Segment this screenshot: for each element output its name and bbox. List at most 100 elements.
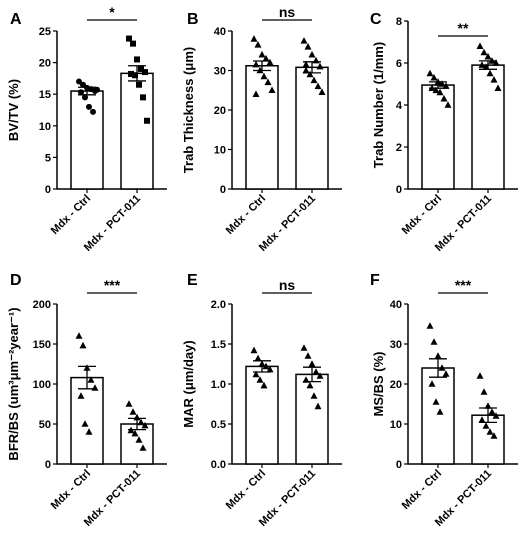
data-point [128,70,134,77]
y-tick-label: 100 [33,379,51,391]
data-point [310,392,318,399]
y-tick-label: 10 [214,145,226,157]
data-point [300,344,308,351]
data-point [138,65,144,72]
y-axis-title: BFR/BS (um³μm⁻²year⁻¹) [6,307,21,460]
y-tick-label: 50 [39,419,51,431]
y-tick-label: 2.0 [211,299,226,311]
data-point [492,412,500,419]
data-point [442,370,450,377]
y-axis-title: BV/TV (%) [6,79,21,141]
data-point [132,72,138,79]
data-point [318,88,326,96]
data-point [252,90,260,97]
data-point [426,322,434,329]
y-tick-label: 40 [390,299,402,311]
bar [471,64,505,190]
data-point [268,86,276,94]
data-point [488,408,496,415]
data-point [308,50,316,58]
data-point [478,416,486,423]
data-point [494,84,502,91]
data-point [482,422,490,429]
y-tick-label: 150 [33,339,51,351]
x-category-label: Mdx - Ctrl [49,468,93,512]
data-point [476,42,484,49]
y-tick-label: 6 [396,58,402,70]
y-tick-label: 1.0 [211,379,226,391]
y-tick-label: 0.0 [211,459,226,471]
data-point [256,66,264,74]
data-point [133,413,141,421]
data-point [300,37,308,44]
data-point [478,61,486,68]
data-point [79,341,87,349]
data-point [304,43,312,50]
data-point [94,86,100,93]
y-tick-label: 20 [390,379,402,391]
x-category-label: Mdx - Ctrl [224,468,268,512]
data-point [134,56,140,63]
y-tick-label: 20 [214,105,226,117]
data-point [312,56,320,64]
y-tick-label: 1.5 [211,339,226,351]
y-tick-label: 30 [390,339,402,351]
y-tick-label: 200 [33,299,51,311]
data-point [130,40,136,47]
data-point [432,86,440,94]
panel-letter: A [10,11,22,28]
data-point [480,388,488,395]
data-point [314,402,322,410]
data-point [256,376,264,383]
bar [421,367,455,465]
data-point [126,35,132,42]
data-point [141,421,149,429]
data-point [87,376,95,383]
y-tick-label: 25 [39,26,51,38]
data-point [266,365,274,373]
data-point [254,354,262,362]
y-tick-label: 0 [45,184,51,196]
data-point [258,50,266,58]
y-tick-label: 30 [214,66,226,78]
data-point [444,101,452,108]
data-point [490,432,498,439]
data-point [266,58,274,66]
y-tick-label: 0 [45,459,51,471]
y-tick-label: 0 [220,184,226,196]
y-tick-label: 40 [214,26,226,38]
data-point [75,332,83,339]
y-tick-label: 15 [39,89,51,101]
data-point [308,360,316,367]
y-axis-title: Trab Thickness (μm) [181,47,196,173]
data-point [302,60,310,68]
data-point [125,400,133,407]
data-point [440,94,448,102]
y-tick-label: 4 [396,100,403,112]
data-point [90,108,96,115]
data-point [480,48,488,56]
data-point [81,420,89,427]
bar [120,72,154,190]
y-axis-title: Trab Number (1/mm) [371,42,386,168]
data-point [488,57,496,64]
significance-label: *** [104,277,121,293]
data-point [252,60,260,68]
y-tick-label: 5 [45,152,51,164]
data-point [310,76,318,84]
data-point [302,376,310,383]
data-point [250,35,258,42]
data-point [428,380,436,387]
data-point [76,78,82,85]
data-point [430,338,438,345]
data-point [304,352,312,359]
data-point [78,89,84,96]
panel-d: D BFR/BS (um³μm⁻²year⁻¹) 0 50 100 150 200 Mdx -… [6,272,167,529]
y-tick-label: 10 [390,419,402,431]
data-point [264,78,272,86]
data-point [142,69,148,76]
data-point [250,346,258,354]
